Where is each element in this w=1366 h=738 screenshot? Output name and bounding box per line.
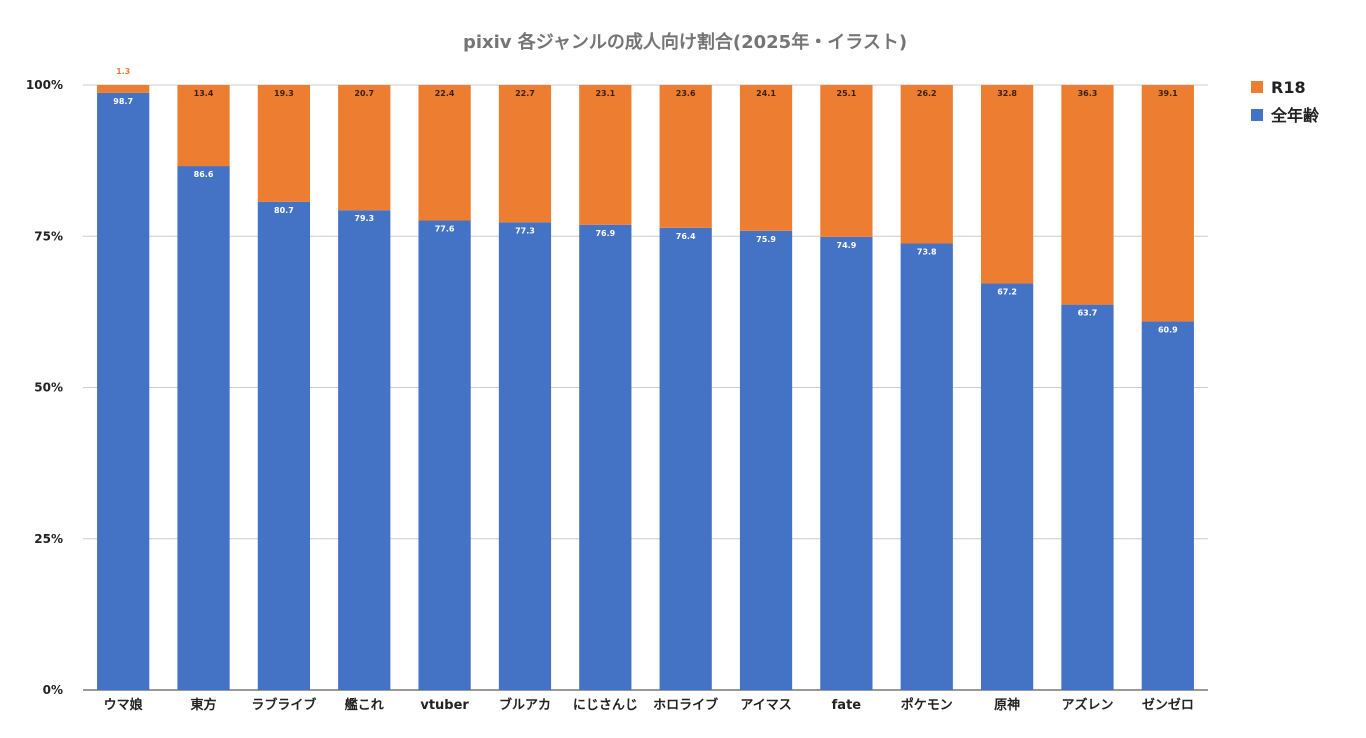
data-label: 24.1 [756, 89, 776, 98]
legend-label: 全年齢 [1270, 106, 1320, 125]
data-label: 67.2 [997, 287, 1017, 296]
x-tick-label: ウマ娘 [104, 697, 144, 713]
x-tick-label: fate [832, 698, 862, 713]
data-label: 63.7 [1078, 309, 1098, 318]
legend-label: R18 [1271, 78, 1306, 97]
data-label: 73.8 [917, 248, 937, 257]
bar-segment-all-ages [1141, 321, 1194, 690]
x-tick-label: vtuber [420, 698, 469, 713]
bar-segment-all-ages [498, 222, 552, 690]
x-axis: ウマ娘 東方 ラブライブ 艦これ vtuber ブルアカ にじさんじ ホロライブ アイマス fat… [104, 697, 1194, 713]
data-label: 20.7 [354, 89, 374, 98]
legend-swatch [1251, 81, 1263, 93]
bar-segment-all-ages [418, 220, 471, 690]
bar-segment-all-ages [257, 201, 311, 690]
data-label: 79.3 [354, 214, 374, 223]
bar-segment-all-ages [820, 236, 873, 691]
data-label: 86.6 [194, 170, 214, 179]
data-label: 19.3 [274, 89, 294, 98]
data-label: 76.9 [595, 229, 615, 238]
bars-layer [97, 85, 1194, 691]
x-tick-label: アズレン [1061, 697, 1113, 713]
y-axis: 0% 25% 50% 75% 100% [26, 78, 63, 697]
y-tick-label: 0% [43, 683, 63, 697]
bar-segment-r18 [1141, 85, 1194, 322]
bar-segment-r18 [97, 85, 150, 93]
data-label: 39.1 [1158, 89, 1178, 98]
data-label: 1.3 [116, 67, 130, 76]
data-label: 25.1 [837, 89, 857, 98]
bar-segment-r18 [498, 85, 552, 223]
data-label: 60.9 [1158, 326, 1178, 335]
bar-segment-r18 [579, 85, 632, 225]
y-tick-label: 50% [34, 381, 63, 395]
bar-segment-r18 [257, 85, 311, 202]
bar-segment-all-ages [579, 224, 632, 690]
chart-title: pixiv 各ジャンルの成人向け割合(2025年・イラスト) [463, 31, 907, 53]
bar-segment-all-ages [1061, 304, 1114, 690]
x-tick-label: ホロライブ [653, 697, 718, 713]
bar-segment-r18 [820, 85, 873, 237]
bar-segment-all-ages [338, 210, 391, 691]
data-label: 36.3 [1078, 89, 1098, 98]
data-label: 80.7 [274, 206, 294, 215]
bar-segment-all-ages [980, 283, 1034, 690]
data-label: 22.7 [515, 89, 535, 98]
data-label: 98.7 [113, 97, 133, 106]
data-labels-layer: 98.7 1.3 86.6 13.4 80.7 19.3 79.3 20.7 77.6 22.4 7… [113, 67, 1178, 335]
bar-segment-r18 [418, 85, 471, 221]
bar-segment-r18 [900, 85, 953, 244]
bar-segment-r18 [338, 85, 391, 211]
bar-segment-all-ages [97, 92, 150, 691]
data-label: 26.2 [917, 89, 937, 98]
grid-layer [83, 84, 1208, 691]
x-tick-label: 原神 [994, 697, 1020, 713]
y-tick-label: 75% [34, 229, 63, 243]
bar-segment-all-ages [659, 227, 712, 690]
legend-swatch [1251, 109, 1263, 121]
data-label: 23.1 [595, 89, 615, 98]
bar-segment-r18 [980, 85, 1034, 284]
x-tick-label: ポケモン [901, 697, 953, 713]
data-label: 75.9 [756, 235, 776, 244]
x-tick-label: アイマス [740, 698, 791, 713]
x-tick-label: ゼンゼロ [1142, 697, 1194, 713]
data-label: 22.4 [435, 89, 455, 98]
bar-segment-all-ages [739, 230, 793, 690]
data-label: 76.4 [676, 232, 696, 241]
y-tick-label: 100% [26, 78, 63, 92]
bar-segment-r18 [177, 85, 230, 167]
x-tick-label: 東方 [191, 697, 217, 713]
data-label: 74.9 [837, 241, 857, 250]
bar-segment-r18 [739, 85, 793, 231]
data-label: 77.3 [515, 226, 535, 235]
bar-segment-r18 [659, 85, 712, 228]
x-tick-label: 艦これ [345, 697, 384, 713]
y-tick-label: 25% [34, 532, 63, 546]
bar-segment-all-ages [177, 166, 230, 690]
x-tick-label: ブルアカ [499, 697, 551, 713]
bar-segment-all-ages [900, 243, 953, 690]
x-tick-label: にじさんじ [573, 698, 638, 713]
x-tick-label: ラブライブ [251, 697, 316, 713]
data-label: 77.6 [435, 225, 455, 234]
data-label: 13.4 [194, 89, 214, 98]
legend: R18 全年齢 [1251, 78, 1320, 125]
data-label: 32.8 [997, 89, 1017, 98]
data-label: 23.6 [676, 89, 696, 98]
bar-segment-r18 [1061, 85, 1114, 305]
